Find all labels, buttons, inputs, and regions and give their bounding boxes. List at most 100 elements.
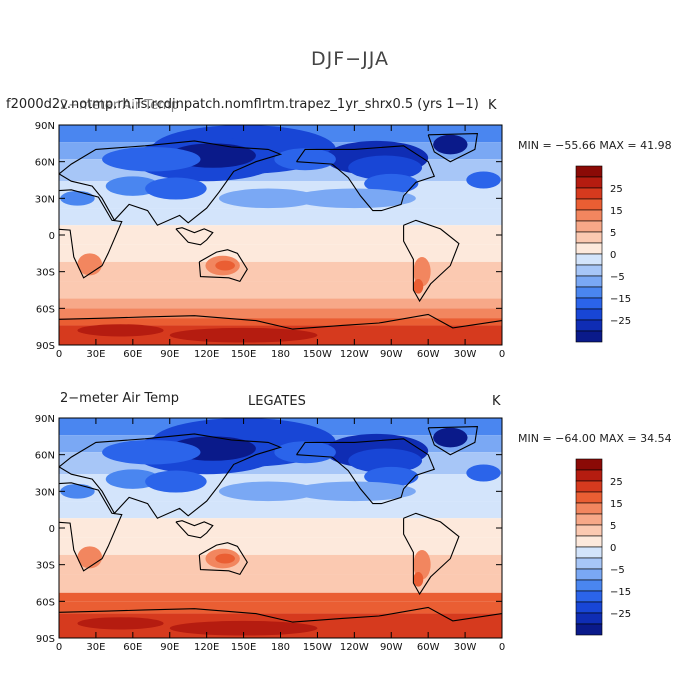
coastline [296,145,436,212]
colorbar-label: 0 [610,543,616,554]
colorbar-swatch [575,546,603,559]
y-tick-label: 90N [35,414,55,425]
colorbar-swatch [575,275,603,288]
x-tick-label: 60E [123,642,142,653]
colorbar-swatch [575,297,603,310]
temperature-band [59,281,502,299]
warm-region [413,550,431,580]
y-tick-label: 90S [36,341,55,352]
cold-region [433,134,468,155]
coastline [427,426,479,456]
y-tick-label: 60N [35,451,55,462]
colorbar-label: 5 [610,228,616,239]
colorbar-label: 15 [610,499,623,510]
colorbar-label: 15 [610,206,623,217]
colorbar-label: 25 [610,184,623,195]
coastline [175,227,214,246]
x-tick-label: 60E [123,349,142,360]
x-tick-label: 30W [454,349,477,360]
panel2-minmax: MIN = −64.00 MAX = 34.54 [518,432,672,445]
colorbar-label: −5 [610,272,625,283]
colorbar-swatch [575,286,603,299]
y-tick-label: 30S [36,561,55,572]
colorbar-swatch [575,480,603,493]
colorbar-swatch [575,242,603,255]
cold-region [274,148,336,171]
warm-region [413,572,424,587]
colorbar-swatch [575,319,603,332]
x-tick-label: 30E [86,642,105,653]
colorbar-swatch [575,198,603,211]
colorbar-swatch [575,264,603,277]
x-tick-label: 150W [303,642,332,653]
x-tick-label: 120E [194,349,219,360]
panel2-dataset-title: LEGATES [248,394,306,409]
x-tick-label: 120W [340,349,369,360]
cold-region [218,481,318,502]
colorbar-swatch [575,458,603,471]
temperature-band [59,518,502,538]
x-tick-label: 60W [417,642,440,653]
warm-region [215,260,235,271]
coastline [296,438,436,505]
colorbar-label: −15 [610,294,631,305]
cold-region [102,147,201,172]
colorbar-label: −25 [610,609,631,620]
coastline [403,512,460,596]
antarctic-warm-core [77,617,164,630]
warm-region [413,257,431,287]
x-tick-label: 150W [303,349,332,360]
panel2-map: 0 30E 60E 90E 120E 150E 180 150W 120W 90W 60W 30W 09… [35,414,505,653]
panel1-map: 0 30E 60E 90E 120E 150E 180 150W 120W 90W 60W 30W 09… [35,121,505,360]
colorbar-swatch [575,535,603,548]
x-tick-label: 0 [56,642,62,653]
warm-region [413,279,424,294]
cold-region [60,484,95,499]
colorbar-label: −15 [610,587,631,598]
x-tick-label: 90W [380,642,403,653]
temperature-band [59,298,502,309]
cold-region [218,188,318,209]
x-tick-label: 180 [271,642,290,653]
x-tick-label: 60W [417,349,440,360]
colorbar-swatch [575,568,603,581]
cold-region [274,441,336,464]
y-tick-label: 90S [36,634,55,645]
x-tick-label: 180 [271,349,290,360]
colorbar-swatch [575,176,603,189]
x-tick-label: 0 [56,349,62,360]
y-tick-label: 0 [49,524,55,535]
temperature-band [59,601,502,614]
coastline [59,606,502,623]
figure-title: DJF−JJA [311,48,389,70]
temperature-band [59,554,502,575]
colorbar-swatch [575,579,603,592]
coastline [198,542,248,576]
antarctic-warm-core [169,620,318,636]
colorbar-swatch [575,253,603,266]
colorbar-swatch [575,623,603,636]
x-tick-label: 120W [340,642,369,653]
colorbar-swatch [575,524,603,537]
cold-region [145,177,207,200]
y-tick-label: 30N [35,194,55,205]
coastline [175,520,214,539]
warm-region [215,553,235,564]
y-tick-label: 60N [35,158,55,169]
colorbar-label: −5 [610,565,625,576]
colorbar-swatch [575,231,603,244]
colorbar-label: 25 [610,477,623,488]
x-tick-label: 30E [86,349,105,360]
temperature-band [59,225,502,245]
coastline [59,482,123,572]
antarctic-warm-core [169,327,318,343]
temperature-band [59,244,502,262]
colorbar-swatch [575,209,603,222]
colorbar-swatch [575,187,603,200]
x-tick-label: 150E [231,642,256,653]
panel2-variable-label: 2−meter Air Temp [60,391,180,406]
x-tick-label: 120E [194,642,219,653]
panel1-minmax: MIN = −55.66 MAX = 41.98 [518,139,672,152]
coastline [59,433,283,519]
y-tick-label: 60S [36,597,55,608]
